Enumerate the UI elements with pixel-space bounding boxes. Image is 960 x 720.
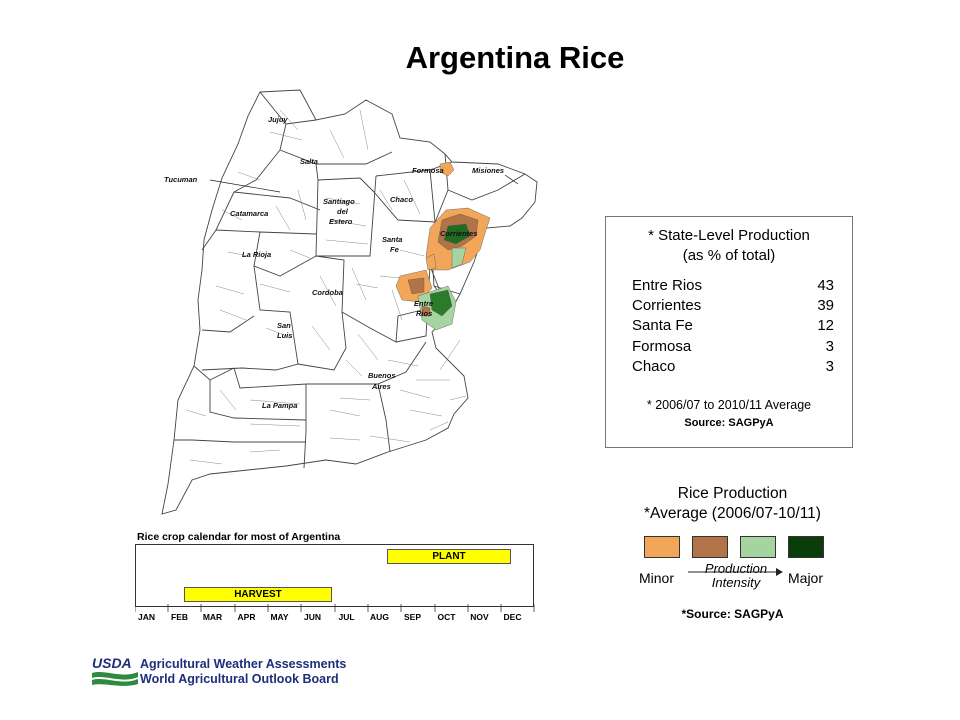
- label-larioja: La Rioja: [242, 250, 271, 259]
- month-label: MAR: [202, 612, 223, 622]
- state-row: Entre Rios 43: [632, 277, 834, 294]
- label-entrerios-line1: Entre: [414, 299, 433, 308]
- label-salta: Salta: [300, 157, 318, 166]
- usda-logo-text: USDA: [92, 655, 132, 671]
- legend-source: *Source: SAGPyA: [681, 607, 784, 621]
- legend-arrow-icon: [688, 568, 783, 576]
- month-label: FEB: [171, 612, 188, 622]
- label-entrerios-line2: Rios: [416, 309, 432, 318]
- state-row: Formosa 3: [632, 338, 834, 355]
- legend-swatch-low: [692, 536, 728, 558]
- state-name: Chaco: [632, 358, 676, 375]
- label-jujuy: Jujuy: [268, 115, 288, 124]
- state-row: Santa Fe 12: [632, 317, 834, 334]
- label-sanluis-line1: San: [277, 321, 291, 330]
- state-value: 39: [817, 297, 834, 314]
- state-value: 3: [825, 338, 834, 355]
- label-corrientes: Corrientes: [440, 229, 478, 238]
- country-outline: [161, 89, 538, 515]
- label-catamarca: Catamarca: [230, 209, 268, 218]
- crop-calendar: PLANT HARVEST: [135, 544, 534, 607]
- state-name: Corrientes: [632, 297, 702, 314]
- label-tucuman: Tucuman: [164, 175, 198, 184]
- state-value: 3: [825, 358, 834, 375]
- usda-logo: USDA: [92, 655, 138, 686]
- state-production-box: * State-Level Production (as % of total)…: [605, 216, 853, 448]
- legend-mid-line2: Intensity: [711, 575, 761, 590]
- label-santafe-line2: Fe: [390, 245, 399, 254]
- label-cordoba: Cordoba: [312, 288, 343, 297]
- label-buenosaires-line2: Aires: [371, 382, 391, 391]
- province-labels: Jujuy Salta Tucuman Catamarca Santiago d…: [164, 115, 504, 410]
- label-santiago-line1: Santiago: [323, 197, 355, 206]
- harvest-bar: HARVEST: [184, 587, 332, 602]
- page-title: Argentina Rice: [405, 40, 625, 75]
- label-lapampa: La Pampa: [262, 401, 297, 410]
- footer-line1: Agricultural Weather Assessments: [140, 657, 347, 671]
- legend-minor-label: Minor: [639, 570, 675, 586]
- average-note: * 2006/07 to 2010/11 Average: [646, 398, 812, 412]
- legend-subtitle: *Average (2006/07-10/11): [644, 505, 821, 522]
- argentina-province-map: Jujuy Salta Tucuman Catamarca Santiago d…: [161, 89, 538, 515]
- state-value: 43: [817, 277, 834, 294]
- tucuman-leader: [209, 179, 281, 193]
- footer-line2: World Agricultural Outlook Board: [140, 672, 339, 686]
- label-sanluis-line2: Luis: [277, 331, 292, 340]
- month-label: SEP: [403, 612, 421, 622]
- month-label: MAY: [270, 612, 289, 622]
- legend-swatch-minor: [644, 536, 680, 558]
- santafe-production-mid: [407, 277, 425, 295]
- rice-production-areas: [395, 161, 491, 331]
- month-label: DEC: [503, 612, 522, 622]
- corrientes-production-major: [443, 223, 471, 245]
- month-label: AUG: [370, 612, 389, 622]
- label-santiago-line3: Estero: [329, 217, 353, 226]
- month-label: NOV: [470, 612, 489, 622]
- legend-swatch-major: [788, 536, 824, 558]
- plant-bar: PLANT: [387, 549, 511, 564]
- formosa-production: [439, 161, 455, 177]
- state-name: Santa Fe: [632, 317, 693, 334]
- label-santafe-line1: Santa: [382, 235, 402, 244]
- corrientes-production-light: [451, 247, 467, 269]
- legend-major-label: Major: [788, 570, 824, 586]
- legend-swatch-mid: [740, 536, 776, 558]
- label-santiago-line2: del: [337, 207, 349, 216]
- state-row: Corrientes 39: [632, 297, 834, 314]
- calendar-ticks: [135, 604, 535, 612]
- month-label: JAN: [137, 612, 155, 622]
- state-name: Entre Rios: [632, 277, 703, 294]
- state-value: 12: [817, 317, 834, 334]
- month-label: JUL: [338, 612, 355, 622]
- chaco-production: [425, 253, 437, 271]
- legend-title: Rice Production: [677, 485, 788, 502]
- state-box-subheading: (as % of total): [682, 247, 776, 264]
- label-chaco: Chaco: [390, 195, 413, 204]
- state-box-heading: * State-Level Production: [648, 227, 810, 244]
- department-borders: [185, 109, 467, 465]
- misiones-leader: [504, 174, 519, 185]
- label-buenosaires-line1: Buenos: [368, 371, 396, 380]
- state-row: Chaco 3: [632, 358, 834, 375]
- month-label: JUN: [303, 612, 321, 622]
- entrerios-production-major: [429, 289, 453, 317]
- state-box-source: Source: SAGPyA: [684, 417, 774, 429]
- calendar-caption: Rice crop calendar for most of Argentina: [137, 531, 341, 543]
- state-name: Formosa: [632, 338, 692, 355]
- entrerios-production-mid: [421, 305, 431, 317]
- label-misiones: Misiones: [472, 166, 504, 175]
- month-label: OCT: [437, 612, 456, 622]
- label-formosa: Formosa: [412, 166, 444, 175]
- month-label: APR: [237, 612, 256, 622]
